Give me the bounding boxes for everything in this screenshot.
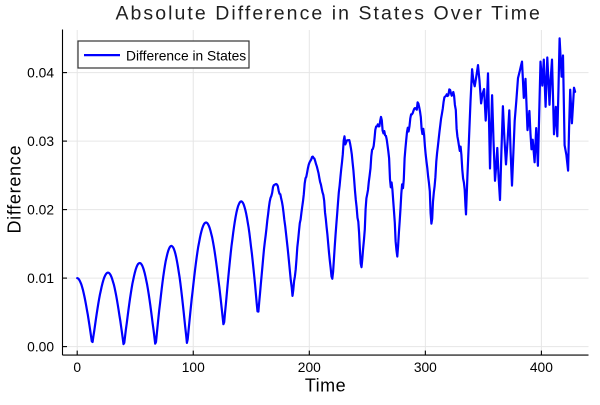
svg-text:Difference in States: Difference in States [126,49,246,64]
svg-text:100: 100 [182,360,205,375]
svg-text:0.01: 0.01 [27,271,54,286]
svg-text:0.00: 0.00 [27,339,54,354]
svg-text:0.03: 0.03 [27,134,54,149]
svg-text:Absolute Difference in States: Absolute Difference in States Over Time [115,3,541,25]
svg-text:0.04: 0.04 [27,65,54,80]
svg-text:Difference: Difference [5,145,25,234]
svg-text:0.02: 0.02 [27,202,54,217]
svg-text:300: 300 [414,360,437,375]
svg-text:Time: Time [305,375,346,395]
svg-text:200: 200 [298,360,321,375]
svg-text:0: 0 [73,360,81,375]
svg-text:400: 400 [530,360,553,375]
